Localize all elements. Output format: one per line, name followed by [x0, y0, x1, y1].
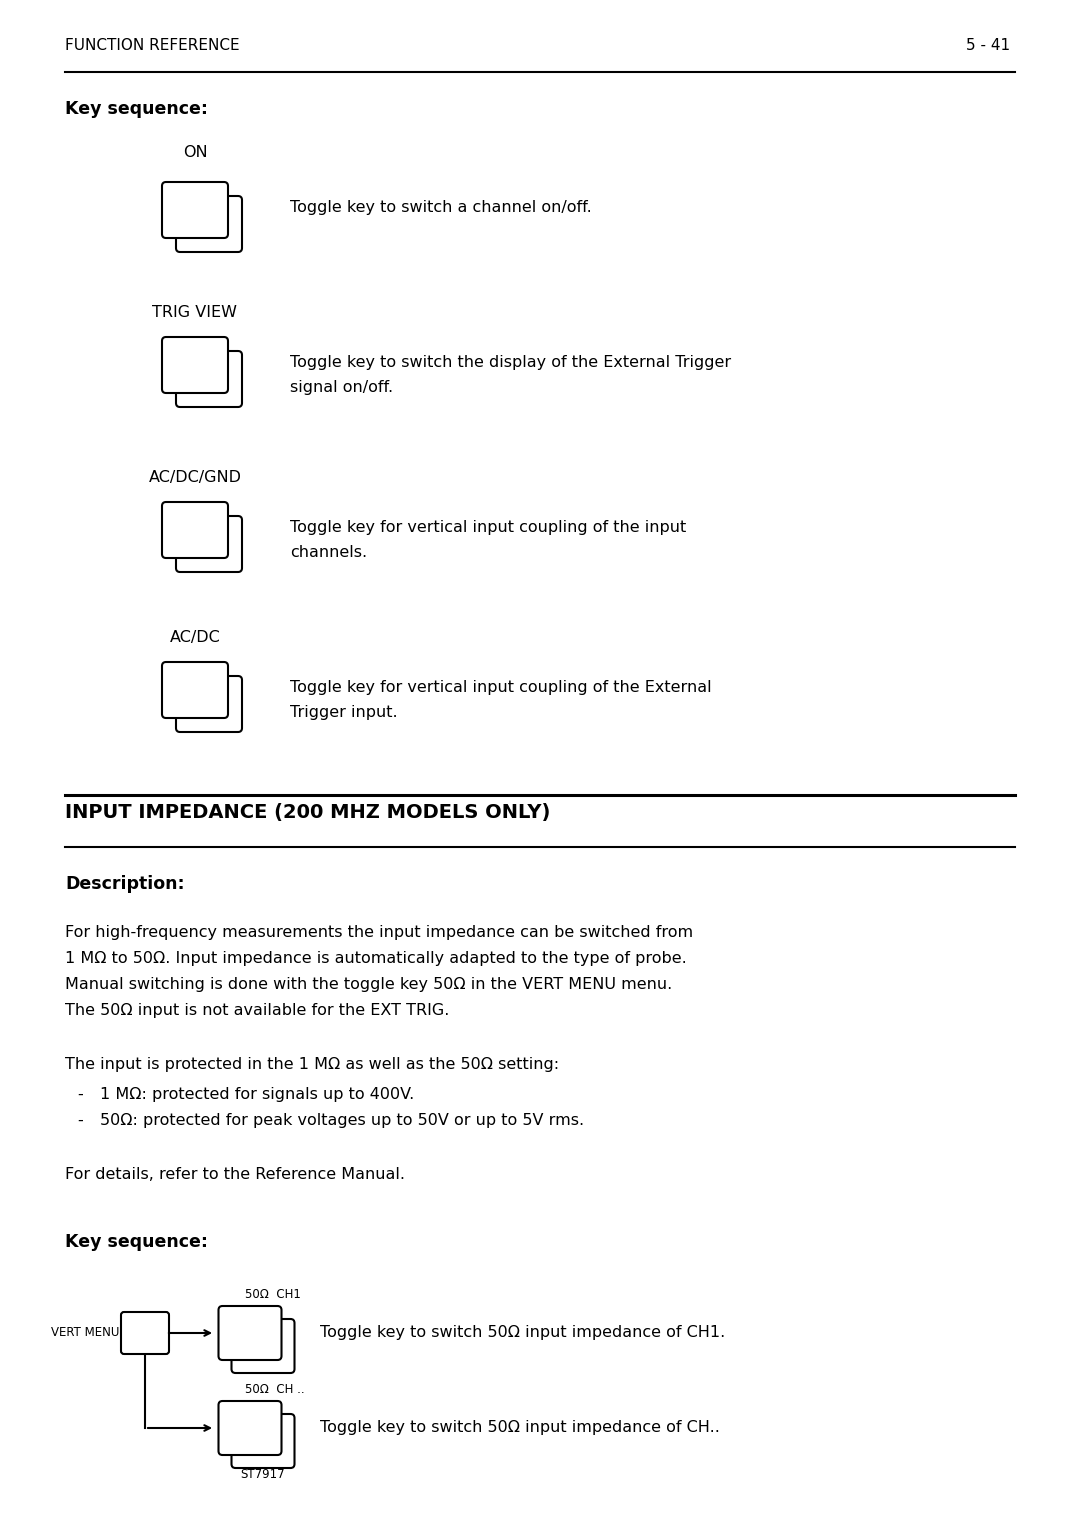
FancyBboxPatch shape: [121, 1312, 168, 1355]
Text: 1 MΩ: protected for signals up to 400V.: 1 MΩ: protected for signals up to 400V.: [100, 1087, 415, 1102]
FancyBboxPatch shape: [176, 352, 242, 407]
Text: -: -: [77, 1087, 83, 1102]
FancyBboxPatch shape: [218, 1306, 282, 1359]
Text: channels.: channels.: [291, 544, 367, 560]
Text: For details, refer to the Reference Manual.: For details, refer to the Reference Manu…: [65, 1167, 405, 1182]
Text: Manual switching is done with the toggle key 50Ω in the VERT MENU menu.: Manual switching is done with the toggle…: [65, 977, 672, 992]
FancyBboxPatch shape: [231, 1320, 295, 1373]
FancyBboxPatch shape: [162, 662, 228, 719]
Text: The input is protected in the 1 MΩ as well as the 50Ω setting:: The input is protected in the 1 MΩ as we…: [65, 1057, 559, 1072]
Text: Key sequence:: Key sequence:: [65, 99, 208, 118]
FancyBboxPatch shape: [176, 676, 242, 732]
Text: ST7917: ST7917: [240, 1468, 285, 1482]
Text: Toggle key to switch a channel on/off.: Toggle key to switch a channel on/off.: [291, 200, 592, 216]
Text: 1 MΩ to 50Ω. Input impedance is automatically adapted to the type of probe.: 1 MΩ to 50Ω. Input impedance is automati…: [65, 951, 687, 966]
Text: 5 - 41: 5 - 41: [966, 38, 1010, 54]
Text: The 50Ω input is not available for the EXT TRIG.: The 50Ω input is not available for the E…: [65, 1003, 449, 1018]
FancyBboxPatch shape: [218, 1401, 282, 1456]
Text: Toggle key to switch 50Ω input impedance of CH1.: Toggle key to switch 50Ω input impedance…: [320, 1326, 726, 1339]
Text: For high-frequency measurements the input impedance can be switched from: For high-frequency measurements the inpu…: [65, 925, 693, 940]
Text: on off: on off: [245, 1306, 279, 1320]
Text: on off: on off: [245, 1401, 279, 1414]
Text: INPUT IMPEDANCE (200 MHZ MODELS ONLY): INPUT IMPEDANCE (200 MHZ MODELS ONLY): [65, 803, 551, 823]
Text: AC/DC/GND: AC/DC/GND: [149, 469, 242, 485]
Text: Toggle key to switch 50Ω input impedance of CH..: Toggle key to switch 50Ω input impedance…: [320, 1420, 720, 1436]
Text: Description:: Description:: [65, 875, 185, 893]
Text: 50Ω  CH1: 50Ω CH1: [245, 1287, 301, 1301]
FancyBboxPatch shape: [162, 336, 228, 393]
Text: ON: ON: [183, 145, 207, 161]
Text: 50Ω: protected for peak voltages up to 50V or up to 5V rms.: 50Ω: protected for peak voltages up to 5…: [100, 1113, 584, 1128]
Text: FUNCTION REFERENCE: FUNCTION REFERENCE: [65, 38, 240, 54]
Text: signal on/off.: signal on/off.: [291, 381, 393, 394]
Text: Trigger input.: Trigger input.: [291, 705, 397, 720]
Text: AC/DC: AC/DC: [170, 630, 220, 645]
FancyBboxPatch shape: [162, 502, 228, 558]
Text: Toggle key for vertical input coupling of the External: Toggle key for vertical input coupling o…: [291, 680, 712, 696]
Text: 50Ω  CH ..: 50Ω CH ..: [245, 1384, 305, 1396]
Text: -: -: [77, 1113, 83, 1128]
FancyBboxPatch shape: [162, 182, 228, 239]
FancyBboxPatch shape: [176, 515, 242, 572]
Text: TRIG VIEW: TRIG VIEW: [152, 304, 238, 320]
Text: Toggle key to switch the display of the External Trigger: Toggle key to switch the display of the …: [291, 355, 731, 370]
Text: Toggle key for vertical input coupling of the input: Toggle key for vertical input coupling o…: [291, 520, 686, 535]
FancyBboxPatch shape: [231, 1414, 295, 1468]
Text: VERT MENU: VERT MENU: [51, 1327, 119, 1339]
FancyBboxPatch shape: [176, 196, 242, 252]
Text: Key sequence:: Key sequence:: [65, 1232, 208, 1251]
